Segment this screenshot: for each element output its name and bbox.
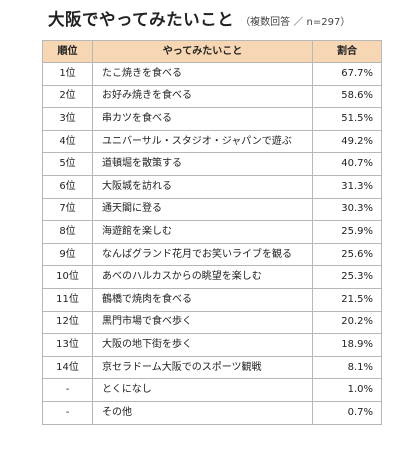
percentage-cell: 20.2% bbox=[312, 310, 382, 335]
percentage-cell: 40.7% bbox=[312, 152, 382, 176]
activity-cell: お好み焼きを食べる bbox=[92, 84, 313, 109]
rank-cell: - bbox=[42, 378, 93, 402]
percentage-cell: 0.7% bbox=[312, 400, 382, 425]
activity-cell: あべのハルカスからの眺望を楽しむ bbox=[92, 265, 313, 289]
table-body: 1位 たこ焼きを食べる 67.7% 2位 お好み焼きを食べる 58.6% 3位 串カツを食べる… bbox=[42, 62, 382, 425]
table-row: 4位 ユニバーサル・スタジオ・ジャパンで遊ぶ 49.2% bbox=[42, 129, 382, 154]
rank-cell: - bbox=[42, 400, 93, 425]
rank-cell: 12位 bbox=[42, 310, 93, 335]
activity-cell: 大阪の地下街を歩く bbox=[92, 333, 313, 357]
percentage-cell: 25.6% bbox=[312, 242, 382, 267]
rank-cell: 5位 bbox=[42, 152, 93, 176]
chart-subtitle: （複数回答 ／ n=297） bbox=[240, 17, 351, 28]
percentage-cell: 51.5% bbox=[312, 107, 382, 131]
rank-cell: 13位 bbox=[42, 333, 93, 357]
rank-cell: 3位 bbox=[42, 107, 93, 131]
table-row: 12位 黒門市場で食べ歩く 20.2% bbox=[42, 310, 382, 335]
activity-cell: ユニバーサル・スタジオ・ジャパンで遊ぶ bbox=[92, 129, 313, 154]
percentage-cell: 58.6% bbox=[312, 84, 382, 109]
percentage-cell: 8.1% bbox=[312, 355, 382, 380]
percentage-cell: 25.9% bbox=[312, 220, 382, 244]
table-row: 8位 海遊館を楽しむ 25.9% bbox=[42, 220, 382, 244]
ranking-table: 順位 やってみたいこと 割合 1位 たこ焼きを食べる 67.7% 2位 お好み焼きを食べ… bbox=[42, 40, 382, 425]
activity-cell: 黒門市場で食べ歩く bbox=[92, 310, 313, 335]
activity-cell: 通天閣に登る bbox=[92, 197, 313, 222]
table-row: 13位 大阪の地下街を歩く 18.9% bbox=[42, 333, 382, 357]
table-row: 5位 道頓堀を散策する 40.7% bbox=[42, 152, 382, 176]
percentage-cell: 18.9% bbox=[312, 333, 382, 357]
rank-cell: 14位 bbox=[42, 355, 93, 380]
percentage-cell: 25.3% bbox=[312, 265, 382, 289]
rank-cell: 9位 bbox=[42, 242, 93, 267]
activity-cell: 串カツを食べる bbox=[92, 107, 313, 131]
table-row: 7位 通天閣に登る 30.3% bbox=[42, 197, 382, 222]
table-row: 6位 大阪城を訪れる 31.3% bbox=[42, 174, 382, 199]
table-row: - とくになし 1.0% bbox=[42, 378, 382, 402]
percentage-cell: 67.7% bbox=[312, 62, 382, 86]
activity-cell: 鶴橋で焼肉を食べる bbox=[92, 287, 313, 312]
rank-cell: 10位 bbox=[42, 265, 93, 289]
table-row: - その他 0.7% bbox=[42, 400, 382, 425]
activity-cell: その他 bbox=[92, 400, 313, 425]
rank-cell: 4位 bbox=[42, 129, 93, 154]
activity-cell: 京セラドーム大阪でのスポーツ観戦 bbox=[92, 355, 313, 380]
rank-cell: 2位 bbox=[42, 84, 93, 109]
percentage-cell: 21.5% bbox=[312, 287, 382, 312]
table-row: 11位 鶴橋で焼肉を食べる 21.5% bbox=[42, 287, 382, 312]
table-row: 14位 京セラドーム大阪でのスポーツ観戦 8.1% bbox=[42, 355, 382, 380]
column-header-rank: 順位 bbox=[42, 40, 93, 63]
column-header-percentage: 割合 bbox=[312, 40, 382, 63]
percentage-cell: 31.3% bbox=[312, 174, 382, 199]
activity-cell: なんばグランド花月でお笑いライブを観る bbox=[92, 242, 313, 267]
rank-cell: 8位 bbox=[42, 220, 93, 244]
rank-cell: 6位 bbox=[42, 174, 93, 199]
chart-title-row: 大阪でやってみたいこと （複数回答 ／ n=297） bbox=[48, 6, 350, 34]
activity-cell: 海遊館を楽しむ bbox=[92, 220, 313, 244]
percentage-cell: 1.0% bbox=[312, 378, 382, 402]
table-row: 2位 お好み焼きを食べる 58.6% bbox=[42, 84, 382, 109]
activity-cell: とくになし bbox=[92, 378, 313, 402]
activity-cell: 大阪城を訪れる bbox=[92, 174, 313, 199]
percentage-cell: 49.2% bbox=[312, 129, 382, 154]
activity-cell: 道頓堀を散策する bbox=[92, 152, 313, 176]
percentage-cell: 30.3% bbox=[312, 197, 382, 222]
chart-title: 大阪でやってみたいこと bbox=[48, 10, 235, 29]
table-row: 10位 あべのハルカスからの眺望を楽しむ 25.3% bbox=[42, 265, 382, 289]
rank-cell: 7位 bbox=[42, 197, 93, 222]
table-row: 1位 たこ焼きを食べる 67.7% bbox=[42, 62, 382, 86]
column-header-activity: やってみたいこと bbox=[92, 40, 313, 63]
table-row: 3位 串カツを食べる 51.5% bbox=[42, 107, 382, 131]
rank-cell: 1位 bbox=[42, 62, 93, 86]
activity-cell: たこ焼きを食べる bbox=[92, 62, 313, 86]
table-header-row: 順位 やってみたいこと 割合 bbox=[42, 40, 382, 63]
table-row: 9位 なんばグランド花月でお笑いライブを観る 25.6% bbox=[42, 242, 382, 267]
rank-cell: 11位 bbox=[42, 287, 93, 312]
